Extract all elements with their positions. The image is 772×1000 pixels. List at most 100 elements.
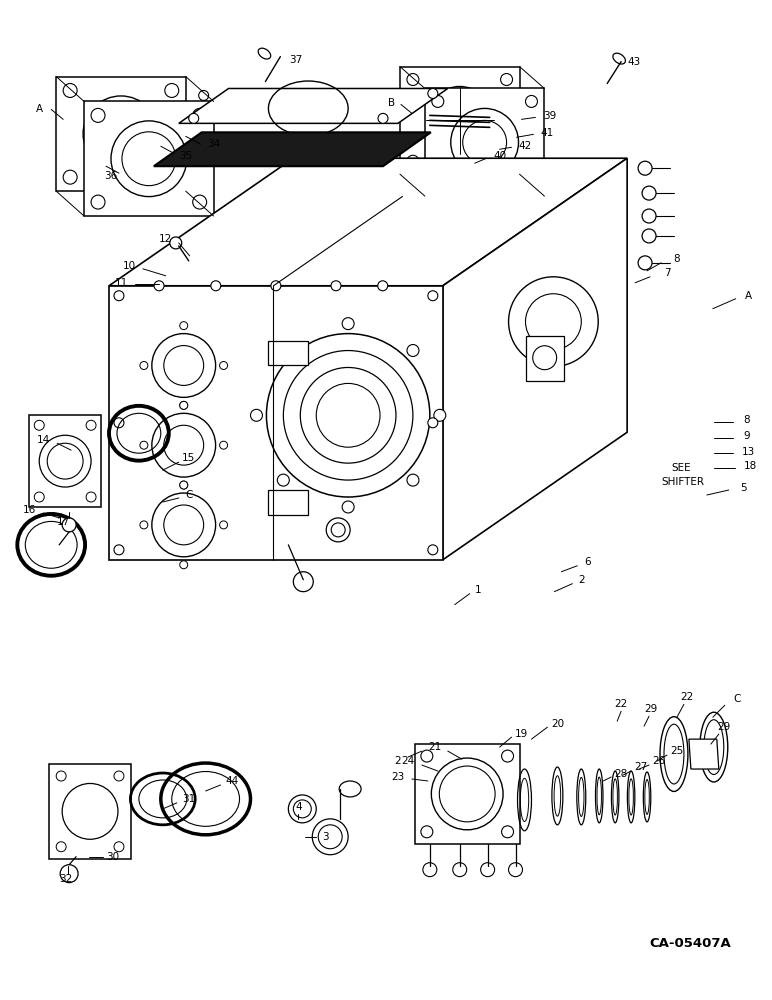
Text: 4: 4 xyxy=(295,802,302,812)
Circle shape xyxy=(378,281,388,291)
Text: 8: 8 xyxy=(674,254,680,264)
Text: A: A xyxy=(36,104,42,114)
Circle shape xyxy=(170,237,181,249)
Polygon shape xyxy=(29,415,101,507)
Polygon shape xyxy=(443,158,627,560)
Circle shape xyxy=(500,74,513,85)
Text: 35: 35 xyxy=(179,151,192,161)
Circle shape xyxy=(219,521,228,529)
Circle shape xyxy=(86,492,96,502)
Text: 19: 19 xyxy=(515,729,528,739)
Ellipse shape xyxy=(258,48,271,59)
Circle shape xyxy=(312,819,348,855)
Polygon shape xyxy=(526,336,564,381)
Text: 16: 16 xyxy=(22,505,36,515)
Text: 39: 39 xyxy=(543,111,556,121)
Circle shape xyxy=(407,474,419,486)
Text: 34: 34 xyxy=(207,139,220,149)
Circle shape xyxy=(434,409,445,421)
Circle shape xyxy=(250,409,262,421)
Circle shape xyxy=(63,170,77,184)
Text: 10: 10 xyxy=(123,261,136,271)
Circle shape xyxy=(502,750,513,762)
Circle shape xyxy=(60,865,78,883)
Text: A: A xyxy=(745,291,752,301)
Text: 11: 11 xyxy=(114,278,127,288)
Circle shape xyxy=(526,95,537,107)
Circle shape xyxy=(180,481,188,489)
Polygon shape xyxy=(415,744,520,844)
Circle shape xyxy=(407,155,419,167)
Text: 3: 3 xyxy=(322,832,329,842)
Text: 27: 27 xyxy=(635,762,648,772)
Text: 14: 14 xyxy=(36,435,50,445)
Circle shape xyxy=(63,518,76,532)
Text: 42: 42 xyxy=(519,141,532,151)
Circle shape xyxy=(140,441,148,449)
Circle shape xyxy=(642,229,656,243)
Circle shape xyxy=(509,863,523,877)
Polygon shape xyxy=(84,101,214,216)
Text: 29: 29 xyxy=(717,722,730,732)
Text: 20: 20 xyxy=(550,719,564,729)
Circle shape xyxy=(428,88,438,98)
Polygon shape xyxy=(689,739,719,769)
Text: 5: 5 xyxy=(740,483,747,493)
Circle shape xyxy=(219,441,228,449)
Circle shape xyxy=(140,521,148,529)
Circle shape xyxy=(432,95,444,107)
Polygon shape xyxy=(49,764,131,859)
Text: C: C xyxy=(185,490,192,500)
Text: 1: 1 xyxy=(474,585,481,595)
Circle shape xyxy=(642,186,656,200)
Text: 8: 8 xyxy=(743,415,750,425)
Circle shape xyxy=(638,256,652,270)
Polygon shape xyxy=(154,132,431,166)
Circle shape xyxy=(481,863,495,877)
Polygon shape xyxy=(179,88,448,123)
Circle shape xyxy=(188,113,198,123)
Circle shape xyxy=(63,84,77,97)
Text: 7: 7 xyxy=(664,268,670,278)
Circle shape xyxy=(271,281,281,291)
Text: 29: 29 xyxy=(645,704,658,714)
Circle shape xyxy=(407,74,419,85)
Text: 24: 24 xyxy=(401,756,415,766)
Circle shape xyxy=(164,170,179,184)
Text: SEE: SEE xyxy=(671,463,691,473)
Text: 36: 36 xyxy=(104,171,117,181)
Circle shape xyxy=(198,90,208,100)
Circle shape xyxy=(91,108,105,122)
Circle shape xyxy=(428,418,438,428)
Circle shape xyxy=(342,318,354,330)
Text: 23: 23 xyxy=(391,772,405,782)
Text: 12: 12 xyxy=(159,234,172,244)
Text: 9: 9 xyxy=(743,431,750,441)
Circle shape xyxy=(219,362,228,369)
Text: 32: 32 xyxy=(59,874,73,884)
Circle shape xyxy=(421,826,433,838)
Circle shape xyxy=(114,291,124,301)
Text: 13: 13 xyxy=(742,447,755,457)
Text: 28: 28 xyxy=(615,769,628,779)
Circle shape xyxy=(180,401,188,409)
Circle shape xyxy=(180,561,188,569)
Circle shape xyxy=(56,771,66,781)
Circle shape xyxy=(114,418,124,428)
Text: 26: 26 xyxy=(652,756,665,766)
Text: 30: 30 xyxy=(107,852,120,862)
Circle shape xyxy=(277,474,290,486)
Circle shape xyxy=(154,281,164,291)
Circle shape xyxy=(500,155,513,167)
Circle shape xyxy=(638,161,652,175)
Circle shape xyxy=(421,750,433,762)
Circle shape xyxy=(56,842,66,852)
Text: 15: 15 xyxy=(182,453,195,463)
Text: 22: 22 xyxy=(680,692,693,702)
Circle shape xyxy=(277,345,290,356)
Text: 2: 2 xyxy=(394,756,401,766)
Circle shape xyxy=(180,322,188,330)
Text: 18: 18 xyxy=(744,461,757,471)
Circle shape xyxy=(193,195,207,209)
Polygon shape xyxy=(269,490,308,515)
